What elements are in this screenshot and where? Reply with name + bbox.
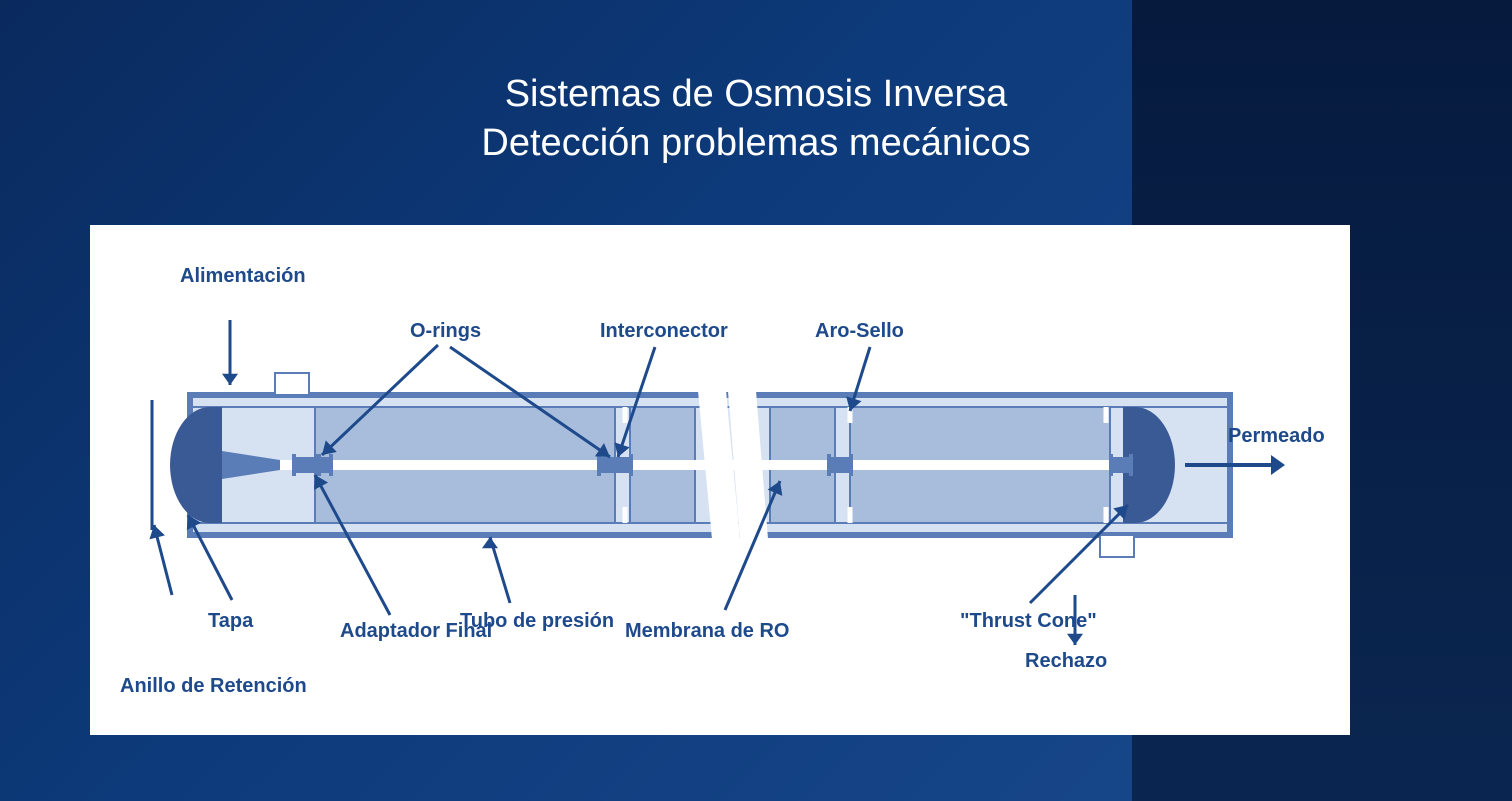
title-line-1: Sistemas de Osmosis Inversa [0,70,1512,119]
diagram-panel: Alimentación O-rings Interconector Aro-S… [90,225,1350,735]
label-orings: O-rings [410,320,481,343]
label-membrana-ro: Membrana de RO [625,620,789,643]
title-line-2: Detección problemas mecánicos [0,119,1512,168]
label-tubo-presion: Tubo de presión [460,610,614,633]
label-tapa: Tapa [208,610,253,633]
ro-vessel-diagram [90,225,1350,735]
label-anillo-retencion: Anillo de Retención [120,675,307,698]
label-rechazo: Rechazo [1025,650,1107,673]
label-interconector: Interconector [600,320,728,343]
slide-title: Sistemas de Osmosis Inversa Detección pr… [0,70,1512,169]
label-aro-sello: Aro-Sello [815,320,904,343]
label-permeado: Permeado [1228,425,1325,448]
label-alimentacion: Alimentación [180,265,306,288]
label-thrust-cone: "Thrust Cone" [960,610,1097,633]
